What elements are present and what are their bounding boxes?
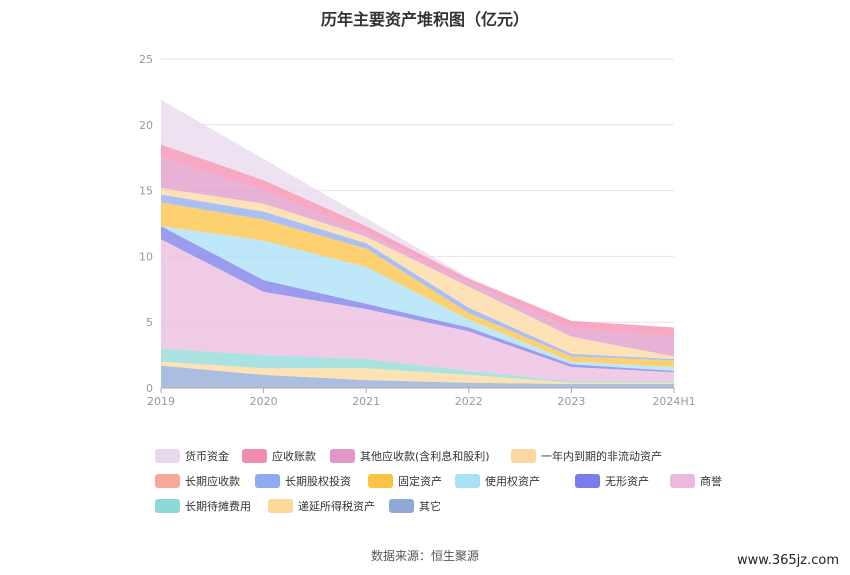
y-tick-label: 20: [139, 119, 153, 132]
legend-item[interactable]: 其它: [389, 498, 441, 514]
legend-label: 应收账款: [272, 450, 316, 463]
x-tick-label: 2023: [557, 395, 585, 408]
legend-swatch: [330, 449, 355, 463]
legend-label: 长期待摊费用: [185, 500, 251, 513]
y-tick-label: 15: [139, 185, 153, 198]
legend-item[interactable]: 长期待摊费用: [155, 498, 251, 514]
legend-label: 固定资产: [398, 475, 442, 488]
area-series: [161, 226, 674, 371]
legend-swatch: [511, 449, 536, 463]
y-tick-label: 25: [139, 53, 153, 66]
stacked-area-chart: 0 5 10 15 20 25 2019 2020 2021 2022 2023 2024H1: [139, 53, 696, 408]
chart-title: 历年主要资产堆积图（亿元）: [320, 10, 529, 29]
legend-item[interactable]: 一年内到期的非流动资产: [511, 448, 662, 464]
y-tick-label: 10: [139, 250, 153, 263]
legend-swatch: [255, 474, 280, 488]
x-tick-label: 2021: [352, 395, 380, 408]
area-series: [161, 239, 674, 382]
legend-item[interactable]: 商誉: [670, 473, 722, 489]
x-tick-label: 2019: [147, 395, 175, 408]
legend-label: 其他应收款(含利息和股利): [360, 450, 490, 463]
legend-swatch: [155, 474, 180, 488]
area-series: [161, 144, 674, 337]
area-series: [161, 187, 674, 360]
legend-label: 其它: [419, 500, 441, 513]
legend-swatch: [575, 474, 600, 488]
legend-label: 无形资产: [605, 475, 649, 488]
legend-swatch: [155, 499, 180, 513]
legend-swatch: [455, 474, 480, 488]
y-tick-label: 0: [146, 382, 153, 395]
y-tick-label: 5: [146, 316, 153, 329]
legend-swatch: [670, 474, 695, 488]
legend-label: 递延所得税资产: [298, 500, 375, 513]
area-series: [161, 365, 674, 388]
legend-item[interactable]: 使用权资产: [455, 473, 540, 489]
legend-item[interactable]: 应收账款: [242, 448, 316, 464]
area-series: [161, 361, 674, 385]
x-tick-label: 2022: [455, 395, 483, 408]
area-series: [161, 157, 674, 357]
x-tick-label: 2024H1: [652, 395, 695, 408]
legend-item[interactable]: 无形资产: [575, 473, 649, 489]
x-tick-label: 2020: [250, 395, 278, 408]
legend-item[interactable]: 货币资金: [155, 448, 229, 464]
legend-item[interactable]: 递延所得税资产: [268, 498, 375, 514]
legend-item[interactable]: 长期股权投资: [255, 473, 351, 489]
legend-item[interactable]: 长期应收款: [155, 473, 240, 489]
legend-label: 商誉: [700, 475, 722, 488]
area-series: [161, 348, 674, 383]
watermark: www.365jz.com: [734, 552, 842, 569]
legend-swatch: [268, 499, 293, 513]
data-source-note: 数据来源：恒生聚源: [370, 549, 479, 563]
area-series: [161, 194, 674, 361]
legend-swatch: [242, 449, 267, 463]
legend-swatch: [368, 474, 393, 488]
legend-label: 长期应收款: [185, 475, 240, 488]
legend-swatch: [155, 449, 180, 463]
legend-item[interactable]: 其他应收款(含利息和股利): [330, 448, 490, 464]
legend-label: 货币资金: [185, 450, 229, 463]
legend-item[interactable]: 固定资产: [368, 473, 442, 489]
legend-label: 长期股权投资: [285, 475, 351, 488]
legend-label: 使用权资产: [485, 475, 540, 488]
legend-label: 一年内到期的非流动资产: [541, 450, 662, 463]
legend-swatch: [389, 499, 414, 513]
area-series: [161, 202, 674, 367]
